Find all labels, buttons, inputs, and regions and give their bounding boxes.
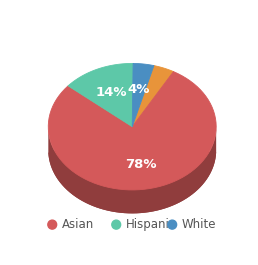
Polygon shape xyxy=(48,127,216,213)
Text: Hispanic: Hispanic xyxy=(126,218,176,231)
Text: White: White xyxy=(182,218,216,231)
Polygon shape xyxy=(132,63,154,127)
Polygon shape xyxy=(48,129,216,213)
Text: 4%: 4% xyxy=(128,83,150,96)
Text: 14%: 14% xyxy=(95,86,127,99)
Circle shape xyxy=(48,220,57,229)
Circle shape xyxy=(168,220,177,229)
Text: Asian: Asian xyxy=(62,218,94,231)
Circle shape xyxy=(112,220,121,229)
Text: 78%: 78% xyxy=(125,157,157,171)
Polygon shape xyxy=(68,63,133,127)
Polygon shape xyxy=(132,65,173,127)
Polygon shape xyxy=(48,72,216,190)
